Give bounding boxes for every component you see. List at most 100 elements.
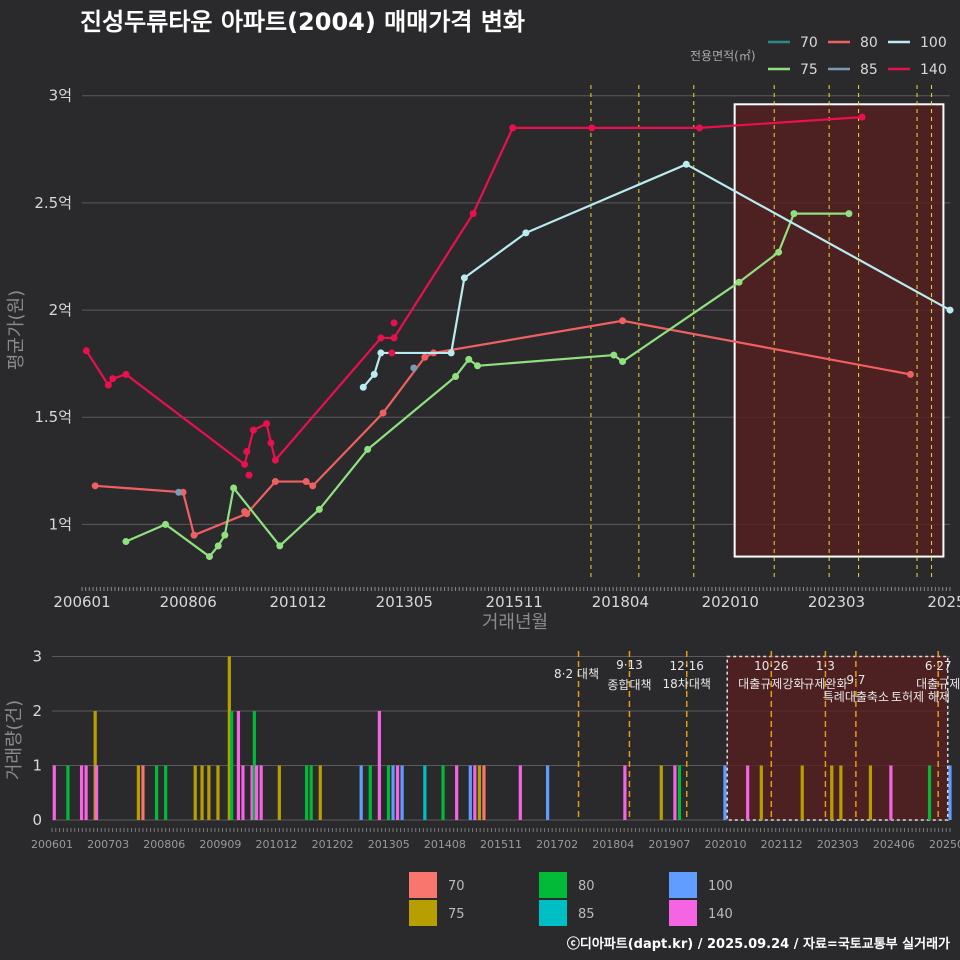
main-y-tick-label: 1.5억: [34, 408, 72, 426]
series-point-80: [302, 478, 310, 486]
volume-axes: 0 1 2 3 200601 200703 200806 200909 201012 201202…: [31, 647, 960, 851]
series-point-140: [858, 113, 866, 121]
series-point-75: [122, 538, 130, 546]
volume-bar-100: [391, 765, 395, 820]
extra-point: [245, 471, 253, 479]
volume-bar-80: [154, 765, 159, 820]
series-line-100: [362, 163, 951, 388]
volume-bar-70: [141, 765, 145, 820]
volume-highlight-box: [726, 655, 949, 821]
policy-date: 10·26: [754, 659, 788, 673]
volume-bar-140: [259, 765, 263, 820]
legend-bottom-label-70: 70: [448, 879, 465, 894]
legend-bottom-swatch-80: [539, 872, 567, 898]
volume-x-tick-label: 201907: [648, 838, 690, 851]
volume-x-tick-label: 201305: [368, 838, 410, 851]
volume-bar-80: [368, 765, 372, 820]
volume-bar-80: [230, 710, 234, 820]
volume-bar-80: [252, 710, 256, 820]
volume-bar-100: [400, 765, 404, 820]
series-point-140: [263, 420, 271, 428]
legend-title: 전용면적(㎡): [690, 49, 756, 63]
policy-date: 12·16: [670, 659, 704, 673]
legend-top-label-75: 75: [800, 62, 818, 78]
volume-bar-75: [136, 765, 140, 820]
policy-label: 8·2 대책: [554, 666, 599, 681]
legend-bottom-swatch-100: [669, 872, 697, 898]
volume-bar-75: [207, 765, 211, 820]
main-x-axis-title: 거래년월: [482, 612, 548, 633]
legend-top-label-85: 85: [860, 62, 878, 78]
volume-x-tick-label: 202303: [817, 838, 859, 851]
series-point-75: [775, 248, 783, 256]
volume-x-tick-label: 202406: [873, 838, 915, 851]
extra-point: [243, 448, 251, 456]
volume-x-tick-label: 200806: [143, 838, 185, 851]
volume-highlight-region: [726, 655, 949, 821]
footer-credit: ⓒ디아파트(dapt.kr) / 2025.09.24 / 자료=국토교통부 실…: [567, 936, 950, 952]
volume-x-tick-label: 200909: [199, 838, 241, 851]
legend-bottom-label-100: 100: [708, 879, 733, 894]
series-point-140: [241, 460, 249, 468]
series-point-140: [390, 334, 398, 342]
volume-bar-140: [473, 765, 477, 820]
legend-bottom-swatch-75: [409, 900, 437, 926]
series-point-75: [276, 542, 284, 550]
volume-x-tick-label: 201702: [536, 838, 578, 851]
volume-bar-140: [455, 765, 459, 820]
volume-x-tick-label: 201804: [592, 838, 634, 851]
volume-bar-140: [377, 710, 381, 820]
volume-bar-80: [305, 765, 309, 820]
volume-bar-75: [659, 765, 663, 820]
volume-bar-75: [759, 765, 763, 820]
volume-y-axis-title: 거래량(건): [4, 700, 25, 780]
series-point-100: [522, 229, 530, 237]
volume-bar-140: [94, 765, 99, 820]
volume-bar-80: [927, 765, 932, 820]
volume-bar-80: [309, 765, 313, 820]
volume-bar-80: [386, 765, 391, 820]
extra-point: [410, 364, 418, 372]
main-x-tick-label: 200601: [53, 593, 110, 611]
series-point-80: [379, 409, 387, 417]
policy-desc: 대출규제강화: [738, 677, 804, 691]
volume-bar-80: [677, 765, 682, 820]
chart-title: 진성두류타운 아파트(2004) 매매가격 변화: [80, 8, 525, 36]
series-point-75: [465, 355, 473, 363]
volume-x-tick-label: 201202: [312, 838, 354, 851]
series-line-140: [85, 116, 863, 467]
volume-bar-75: [839, 765, 843, 820]
volume-x-tick-label: 202010: [705, 838, 747, 851]
policy-date: 1·3: [816, 659, 835, 673]
main-x-tick-label: 202303: [808, 593, 865, 611]
legend-top-label-100: 100: [920, 35, 947, 51]
main-x-tick-label: 201511: [486, 593, 543, 611]
series-point-100: [377, 349, 385, 357]
extra-point: [175, 488, 183, 496]
volume-x-tick-label: 202112: [761, 838, 803, 851]
volume-bar-140: [250, 765, 254, 820]
policy-desc: 토허제 해제: [891, 690, 950, 704]
series-point-100: [682, 160, 690, 168]
volume-bar-85: [423, 765, 427, 820]
policy-desc: 종합대책: [607, 677, 651, 692]
main-y-tick-label: 2.5억: [34, 194, 72, 212]
series-line-80: [95, 319, 911, 537]
volume-bar-75: [227, 656, 231, 820]
volume-bar-140: [255, 765, 259, 820]
series-point-140: [122, 370, 130, 378]
policy-date: 9·13: [616, 658, 643, 672]
policy-desc: 특례대출축소: [823, 690, 889, 704]
series-point-80: [906, 370, 914, 378]
series-point-75: [214, 542, 222, 550]
volume-bar-140: [79, 765, 84, 820]
series-point-140: [267, 439, 275, 447]
volume-bar-80: [441, 765, 445, 820]
volume-bars: [52, 656, 952, 820]
series-point-75: [230, 484, 238, 492]
volume-bar-100: [359, 765, 363, 820]
volume-bar-100: [468, 765, 472, 820]
series-point-140: [588, 124, 596, 132]
series-point-75: [619, 358, 627, 366]
